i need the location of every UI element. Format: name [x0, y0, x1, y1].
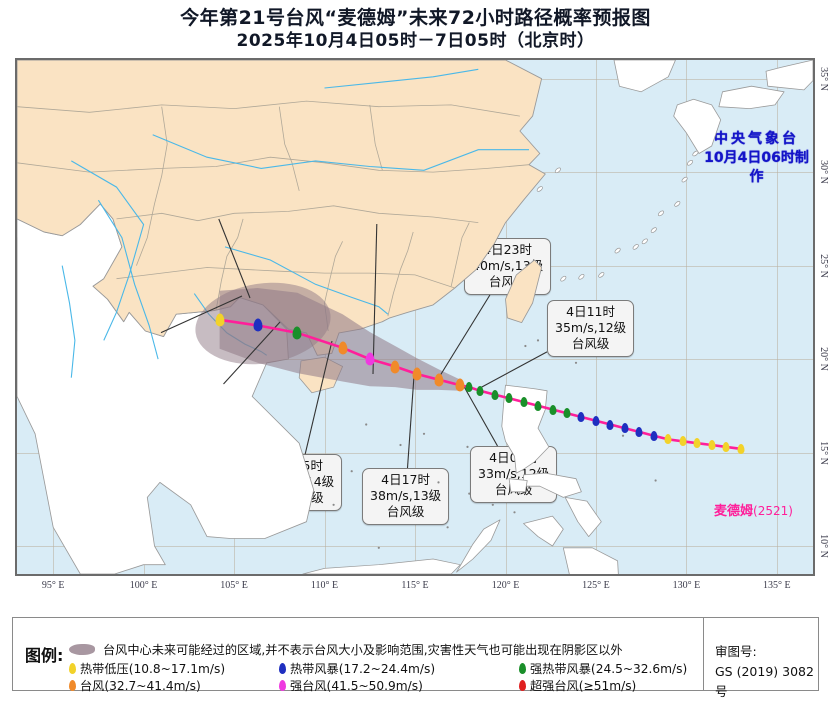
observed-track-point[interactable] — [621, 423, 629, 434]
x-axis-tick-label: 125° E — [582, 580, 610, 591]
graticule-meridian — [505, 60, 507, 574]
observed-track-point[interactable] — [679, 436, 687, 447]
observed-track-point[interactable] — [520, 397, 527, 407]
forecast-track-point[interactable] — [365, 352, 375, 366]
observed-track-point[interactable] — [708, 440, 716, 450]
observed-track-point[interactable] — [722, 441, 730, 452]
storm-name-text: 麦德姆 — [714, 504, 754, 519]
issuer-org: 中央气象台 — [714, 131, 799, 147]
callout-line: 4日11时 — [566, 304, 616, 319]
legend-item-2[interactable]: 强热带风暴(24.5~32.6m/s) — [519, 659, 687, 677]
legend-item-3[interactable]: 台风(32.7~41.4m/s) — [69, 676, 201, 694]
observed-track-point[interactable] — [465, 382, 473, 393]
legend-intensity-dot-icon — [69, 662, 76, 674]
storm-number-text: (2521) — [753, 504, 793, 518]
observed-track-point[interactable] — [577, 412, 585, 422]
observed-track-point[interactable] — [549, 404, 556, 415]
legend-panel: 图例: 台风中心未来可能经过的区域,并不表示台风大小及影响范围,灾害性天气也可能… — [12, 617, 819, 699]
y-axis-tick-label: 25° N — [818, 253, 829, 278]
legend-divider — [703, 618, 704, 690]
title-line-1: 今年第21号台风“麦德姆”未来72小时路径概率预报图 — [180, 7, 651, 29]
forecast-track-point[interactable] — [412, 367, 422, 381]
observed-track-point[interactable] — [693, 438, 701, 449]
legend-intensity-dot-icon — [519, 662, 526, 674]
graticule-meridian — [686, 60, 688, 574]
forecast-callout-d4-17[interactable]: 4日17时 38m/s,13级 台风级 — [362, 468, 450, 525]
title-line-2: 2025年10月4日05时－7日05时（北京时） — [236, 31, 595, 51]
y-axis-tick-label: 30° N — [818, 160, 829, 184]
forecast-callout-d4-11[interactable]: 4日11时 35m/s,12级 台风级 — [547, 300, 635, 357]
legend-title: 图例: — [25, 646, 64, 665]
cone-swatch-icon — [69, 644, 95, 655]
forecast-track-point[interactable] — [455, 378, 465, 392]
storm-name-label: 麦德姆(2521) — [714, 500, 793, 519]
legend-item-5[interactable]: 超强台风(≥51m/s) — [519, 676, 636, 694]
forecast-track-point[interactable] — [390, 360, 400, 373]
observed-track-point[interactable] — [606, 419, 614, 430]
legend-intensity-dot-icon — [279, 662, 286, 674]
y-axis-tick-label: 10° N — [818, 534, 829, 558]
legend-intensity-dot-icon — [69, 679, 76, 691]
x-axis-tick-label: 95° E — [41, 580, 65, 591]
forecast-track-point[interactable] — [253, 318, 263, 332]
observed-track-point[interactable] — [737, 443, 745, 454]
observed-track-point[interactable] — [491, 389, 499, 400]
observed-track-point[interactable] — [635, 426, 643, 437]
x-axis-tick-label: 135° E — [762, 580, 791, 591]
observed-track-point[interactable] — [592, 415, 600, 426]
graticule-meridian — [776, 60, 778, 574]
audit-number: GS (2019) 3082号 — [715, 664, 814, 699]
callout-line: 台风级 — [386, 504, 425, 519]
y-axis-tick-label: 20° N — [818, 347, 829, 371]
map-geography — [17, 60, 813, 574]
x-axis-tick-label: 130° E — [672, 580, 701, 591]
callout-line: 4日17时 — [381, 472, 431, 487]
legend-item-label: 强热带风暴(24.5~32.6m/s) — [530, 662, 688, 676]
forecast-track-point[interactable] — [434, 373, 443, 387]
callout-line: 38m/s,13级 — [370, 488, 442, 503]
forecast-track-point[interactable] — [338, 341, 348, 355]
callout-line: 35m/s,12级 — [555, 320, 627, 335]
observed-track-point[interactable] — [563, 408, 571, 419]
x-axis-tick-label: 115° E — [401, 580, 429, 591]
legend-item-0[interactable]: 热带低压(10.8~17.1m/s) — [69, 659, 225, 677]
observed-track-point[interactable] — [476, 385, 484, 396]
graticule-parallel — [17, 452, 813, 454]
legend-intensity-dot-icon — [279, 679, 286, 691]
x-axis-tick-label: 100° E — [129, 580, 158, 591]
x-axis-tick-label: 120° E — [491, 580, 520, 591]
issuing-office: 中央气象台 10月4日06时制作 — [700, 130, 813, 187]
legend-cone-note: 台风中心未来可能经过的区域,并不表示台风大小及影响范围,灾害性天气也可能出现在阴… — [103, 643, 623, 657]
legend-item-label: 强台风(41.5~50.9m/s) — [290, 679, 423, 693]
graticule-parallel — [17, 546, 813, 547]
y-axis-tick-label: 15° N — [818, 440, 829, 465]
legend-item-label: 热带风暴(17.2~24.4m/s) — [290, 662, 436, 676]
observed-track-point[interactable] — [505, 393, 513, 404]
forecast-map[interactable]: 中央气象台 10月4日06时制作 麦德姆(2521) 6日17时18m/s,8级… — [15, 58, 815, 576]
callout-line: 4日23时 — [483, 242, 533, 257]
x-axis-tick-label: 105° E — [220, 580, 248, 591]
y-axis-tick-label: 35° N — [818, 66, 829, 91]
callout-line: 台风级 — [571, 336, 610, 351]
forecast-track-point[interactable] — [292, 326, 302, 340]
legend-item-label: 台风(32.7~41.4m/s) — [80, 679, 201, 693]
legend-item-label: 热带低压(10.8~17.1m/s) — [80, 662, 226, 676]
forecast-track-point[interactable] — [215, 313, 225, 327]
x-axis-tick-label: 110° E — [310, 580, 339, 591]
legend-item-label: 超强台风(≥51m/s) — [530, 679, 637, 693]
audit-number-block: 审图号: GS (2019) 3082号 — [715, 642, 818, 702]
observed-track-point[interactable] — [650, 430, 658, 441]
page-title: 今年第21号台风“麦德姆”未来72小时路径概率预报图 2025年10月4日05时… — [0, 6, 831, 53]
legend-item-1[interactable]: 热带风暴(17.2~24.4m/s) — [279, 659, 435, 677]
issuer-time: 10月4日06时制作 — [704, 150, 809, 185]
legend-item-4[interactable]: 强台风(41.5~50.9m/s) — [279, 676, 423, 694]
legend-intensity-dot-icon — [519, 679, 526, 691]
observed-track-point[interactable] — [534, 400, 542, 411]
observed-track-point[interactable] — [664, 434, 672, 445]
audit-label: 审图号: — [715, 644, 757, 659]
